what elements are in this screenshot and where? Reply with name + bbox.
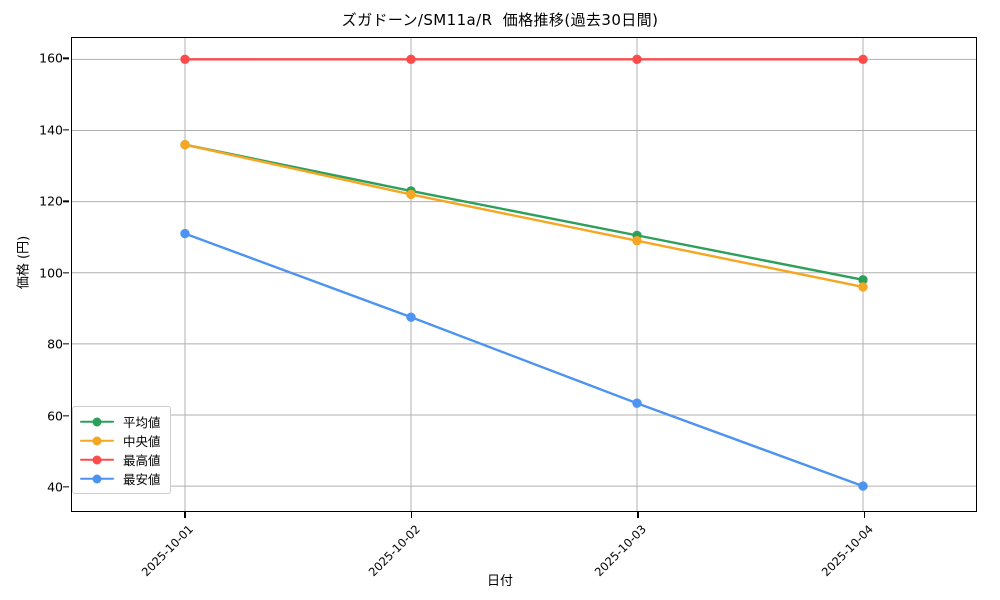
legend-item-4[interactable]: 最安値	[80, 469, 161, 488]
legend-marker-icon	[80, 472, 114, 486]
data-point	[632, 398, 642, 408]
y-tick-mark	[63, 272, 69, 274]
data-point	[406, 54, 416, 65]
legend-item-3[interactable]: 最高値	[80, 450, 161, 469]
x-tick-mark	[637, 512, 639, 518]
x-tick-label: 2025-10-04	[818, 521, 876, 580]
legend-label: 最高値	[123, 453, 161, 468]
x-axis-title: 日付	[486, 574, 513, 589]
y-tick-mark	[63, 129, 69, 131]
x-axis-tick-labels: 2025-10-01 2025-10-02 2025-10-03 2025-10-04	[71, 512, 977, 592]
y-tick-label: 120	[39, 193, 63, 209]
data-point	[858, 481, 868, 491]
data-point	[632, 236, 642, 246]
y-tick-label: 140	[39, 122, 63, 138]
x-tick-mark	[410, 512, 413, 518]
data-series-layer	[180, 54, 868, 491]
data-point	[406, 189, 416, 200]
data-point	[632, 54, 642, 65]
data-point	[406, 312, 416, 322]
x-tick-label: 2025-10-02	[365, 521, 423, 580]
data-point	[858, 275, 868, 285]
y-tick-mark	[63, 343, 69, 345]
y-tick-label: 40	[47, 479, 63, 495]
data-point	[180, 54, 190, 65]
chart-legend[interactable]: 平均値中央値最高値最安値	[72, 406, 171, 494]
series-4	[180, 228, 868, 491]
legend-item-2[interactable]: 中央値	[80, 431, 161, 450]
legend-marker-icon	[80, 434, 114, 448]
series-1	[180, 140, 868, 285]
y-tick-label: 80	[47, 336, 63, 352]
series-3	[180, 54, 868, 65]
data-point	[180, 140, 190, 150]
x-tick-mark	[863, 512, 866, 518]
y-axis-tick-labels: 40 60 80 100 120 140 160	[0, 37, 69, 512]
data-point	[180, 228, 190, 239]
y-tick-mark	[63, 414, 69, 417]
legend-item-1[interactable]: 平均値	[80, 412, 161, 431]
x-tick-mark	[184, 512, 186, 518]
series-2	[180, 140, 868, 292]
y-tick-mark	[63, 486, 69, 488]
y-tick-label: 60	[47, 408, 63, 424]
x-tick-label: 2025-10-03	[591, 521, 650, 580]
legend-label: 最安値	[123, 472, 161, 487]
x-tick-label: 2025-10-01	[138, 521, 197, 580]
y-tick-label: 160	[39, 50, 63, 66]
legend-marker-icon	[80, 415, 114, 429]
legend-label: 中央値	[123, 434, 161, 449]
plot-area	[71, 37, 977, 512]
data-point	[858, 54, 868, 65]
y-tick-mark	[63, 200, 69, 202]
data-point	[858, 282, 868, 292]
legend-marker-icon	[80, 453, 114, 467]
chart-title: ズガドーン/SM11a/R 価格推移(過去30日間)	[341, 11, 659, 29]
y-tick-label: 100	[39, 265, 63, 281]
y-tick-mark	[63, 57, 69, 60]
legend-label: 平均値	[123, 415, 161, 430]
